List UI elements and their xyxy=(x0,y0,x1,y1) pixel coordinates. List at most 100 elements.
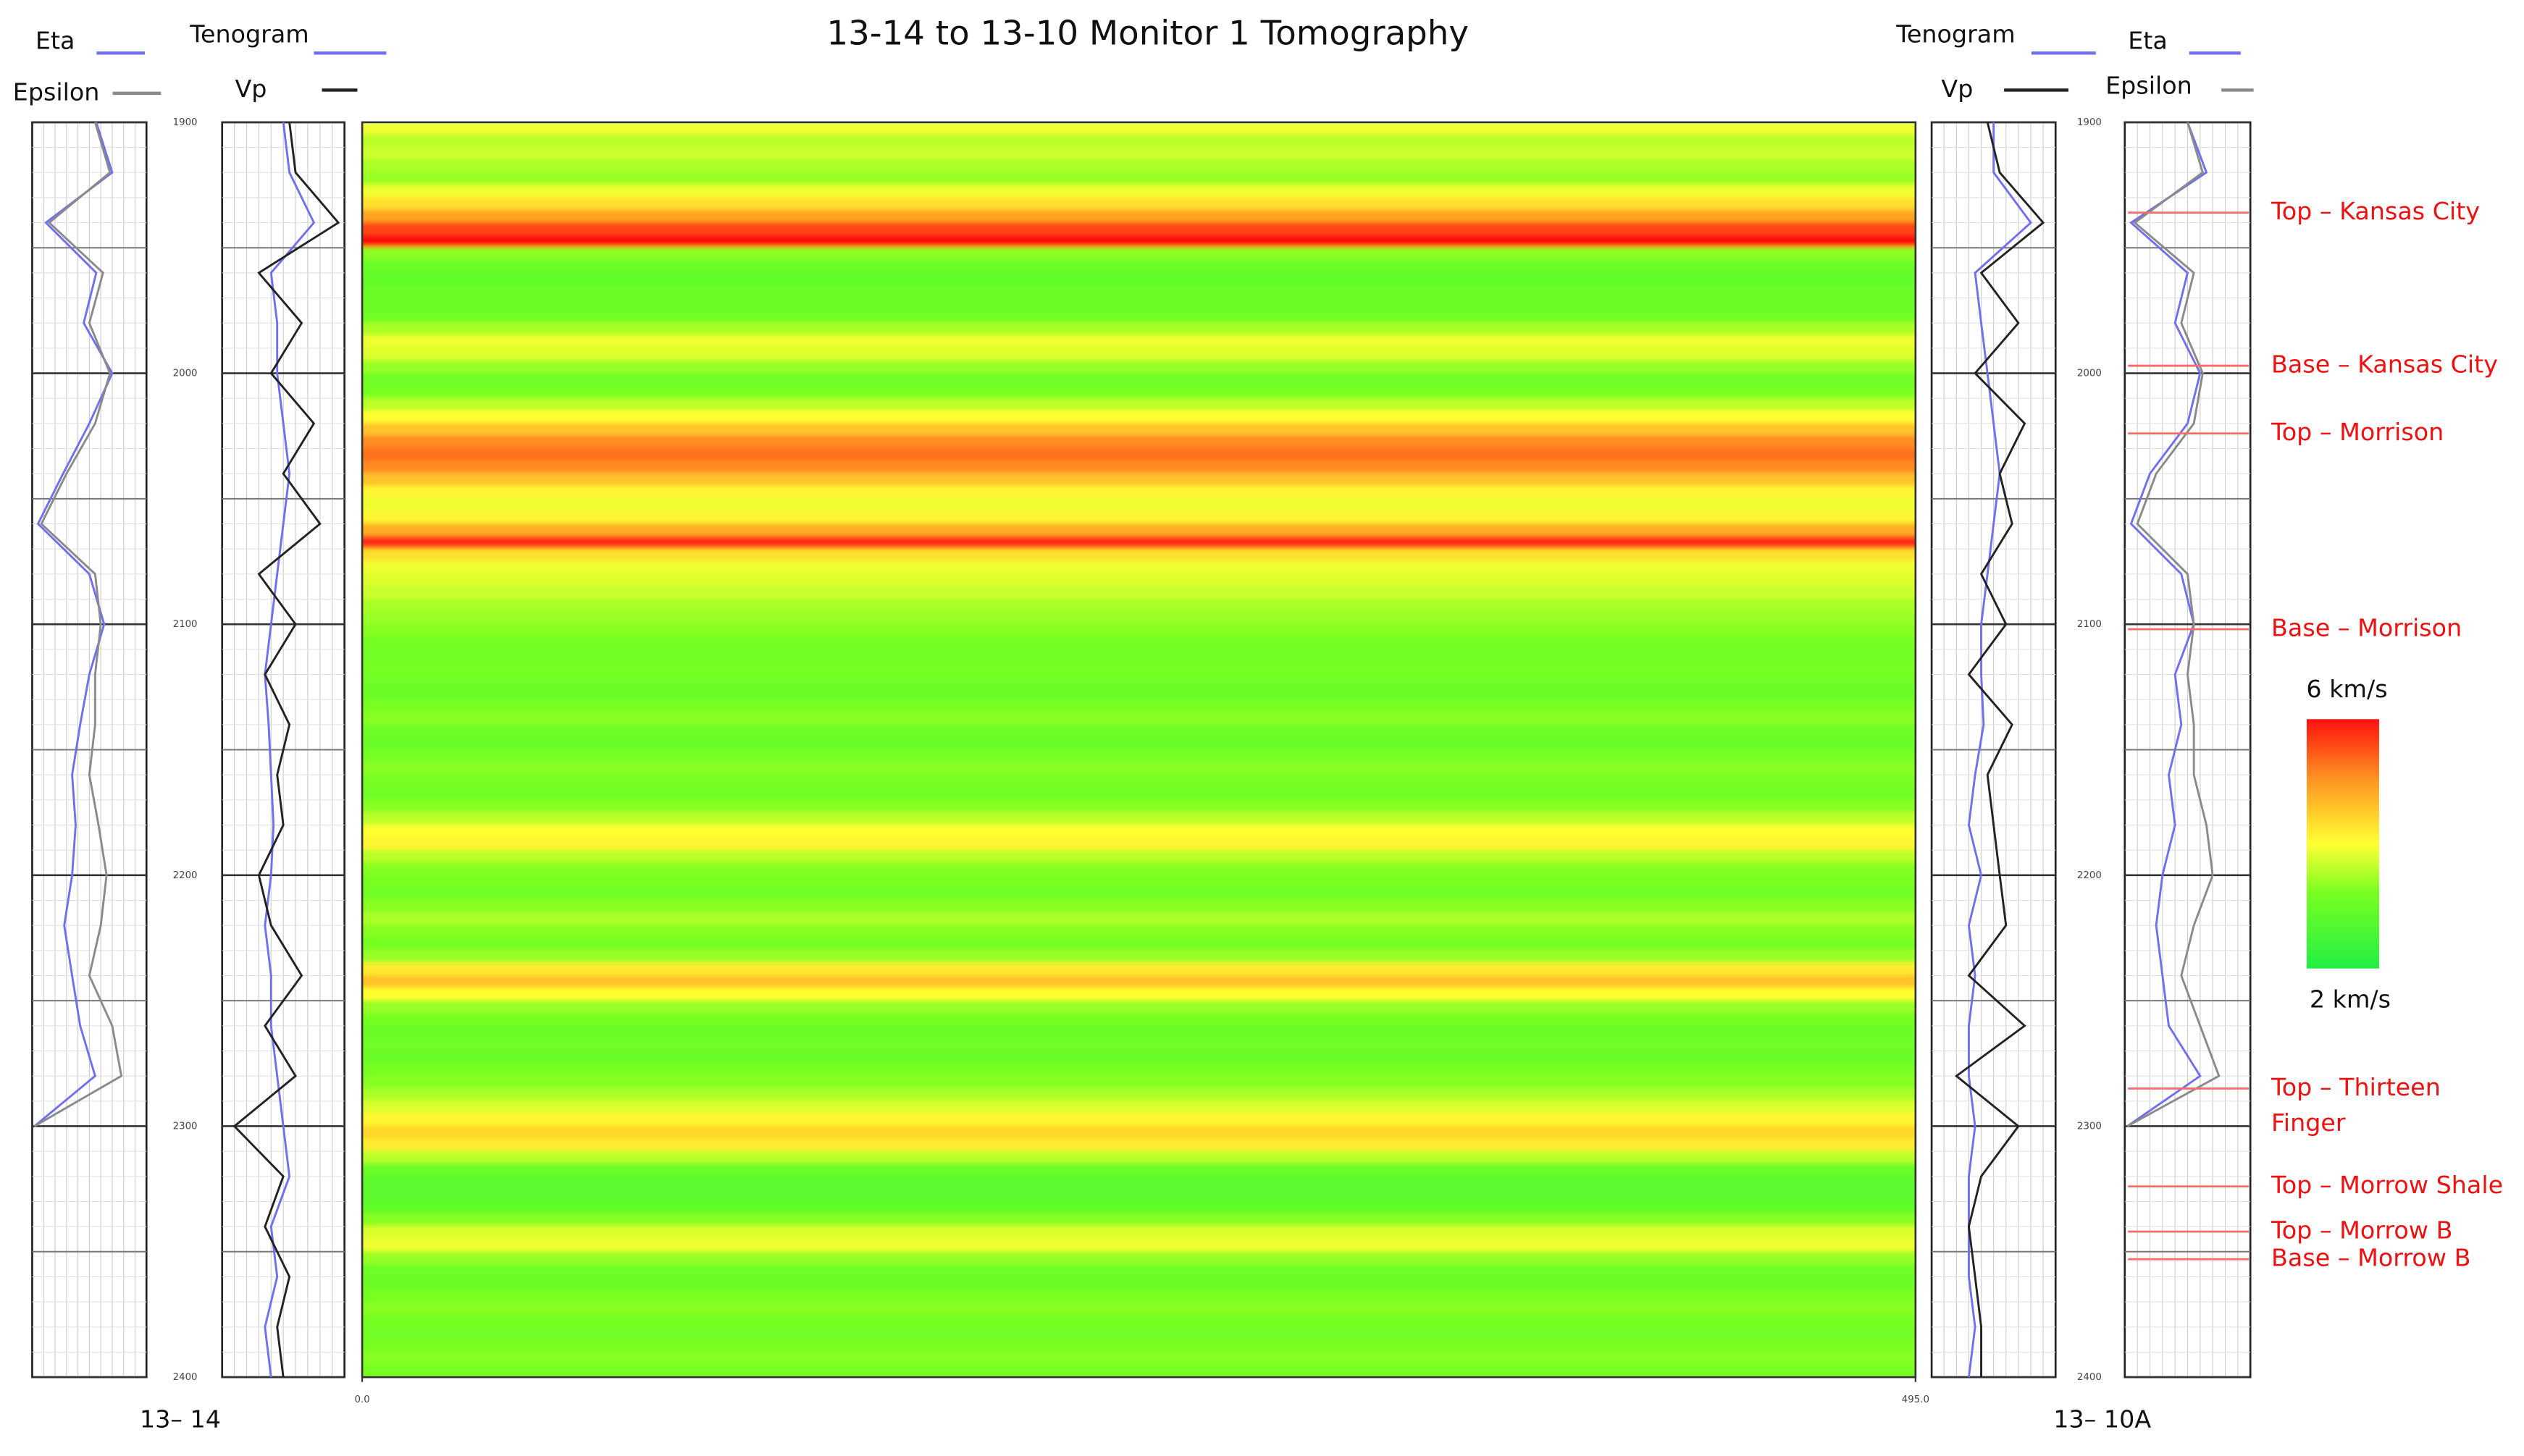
legend-label: Epsilon xyxy=(2105,71,2192,99)
velocity-band xyxy=(362,259,1916,274)
formation-label: Top – Morrison xyxy=(2271,418,2444,446)
depth-tick-label: 2300 xyxy=(2077,1121,2102,1132)
legend-label: Epsilon xyxy=(13,77,100,106)
depth-tick-label: 2400 xyxy=(173,1372,198,1383)
velocity-band xyxy=(362,1025,1916,1039)
formation-label: Base – Morrison xyxy=(2271,614,2462,642)
velocity-band xyxy=(362,1289,1916,1303)
velocity-band xyxy=(362,172,1916,186)
velocity-band xyxy=(362,962,1916,977)
velocity-band xyxy=(362,724,1916,738)
legend-label: Vp xyxy=(1941,75,1973,103)
log-curve xyxy=(1954,122,2045,1378)
velocity-band xyxy=(362,824,1916,838)
velocity-band xyxy=(362,1301,1916,1316)
velocity-band xyxy=(362,159,1916,173)
velocity-band xyxy=(362,1063,1916,1077)
velocity-band xyxy=(362,334,1916,349)
velocity-band xyxy=(362,435,1916,450)
velocity-band xyxy=(362,598,1916,613)
log-curve xyxy=(264,122,316,1378)
velocity-band xyxy=(362,1038,1916,1052)
velocity-band xyxy=(362,636,1916,650)
formation-label: Top – Kansas City xyxy=(2271,197,2480,225)
x-tick-label: 495.0 xyxy=(1902,1394,1929,1405)
velocity-band xyxy=(362,937,1916,951)
depth-tick-label: 1900 xyxy=(2077,117,2102,128)
velocity-band xyxy=(362,799,1916,813)
velocity-band xyxy=(362,1251,1916,1265)
velocity-band xyxy=(362,586,1916,600)
velocity-band xyxy=(362,510,1916,525)
velocity-band xyxy=(362,222,1916,236)
velocity-band xyxy=(362,523,1916,537)
velocity-band xyxy=(362,623,1916,638)
velocity-band xyxy=(362,699,1916,713)
depth-tick-label: 2200 xyxy=(173,870,198,881)
depth-tick-label: 2300 xyxy=(173,1121,198,1132)
velocity-band xyxy=(362,209,1916,224)
velocity-band xyxy=(362,812,1916,826)
velocity-band xyxy=(362,673,1916,688)
velocity-band xyxy=(362,887,1916,901)
colorbar-max-label: 6 km/s xyxy=(2306,675,2387,703)
velocity-band xyxy=(362,485,1916,500)
formation-label: Top – Thirteen xyxy=(2271,1073,2441,1101)
depth-tick-label: 2100 xyxy=(2077,619,2102,630)
legend-label: Eta xyxy=(2128,26,2168,54)
well-name: 13– 14 xyxy=(140,1405,221,1434)
velocity-band xyxy=(362,1000,1916,1014)
legend-label: Tenogram xyxy=(1895,20,2015,48)
depth-tick-label: 2400 xyxy=(2077,1372,2102,1383)
depth-tick-label: 2000 xyxy=(173,369,198,379)
velocity-band xyxy=(362,322,1916,337)
velocity-band xyxy=(362,134,1916,148)
velocity-band xyxy=(362,925,1916,939)
velocity-band xyxy=(362,762,1916,775)
velocity-band xyxy=(362,473,1916,487)
well-name: 13– 10A xyxy=(2053,1405,2151,1434)
velocity-band xyxy=(362,285,1916,299)
velocity-band xyxy=(362,1163,1916,1177)
velocity-band xyxy=(362,385,1916,399)
velocity-band xyxy=(362,1263,1916,1278)
velocity-band xyxy=(362,1087,1916,1102)
formation-label: Base – Morrow B xyxy=(2271,1244,2470,1272)
velocity-band xyxy=(362,1125,1916,1140)
velocity-band xyxy=(362,184,1916,198)
velocity-band xyxy=(362,862,1916,876)
velocity-band xyxy=(362,1313,1916,1328)
velocity-band xyxy=(362,498,1916,512)
velocity-band xyxy=(362,235,1916,248)
legend-label: Eta xyxy=(35,26,75,54)
formation-label: Finger xyxy=(2271,1108,2346,1137)
velocity-band xyxy=(362,536,1916,550)
velocity-band xyxy=(362,875,1916,888)
log-curve xyxy=(1967,122,2032,1378)
velocity-band xyxy=(362,372,1916,387)
velocity-band xyxy=(362,423,1916,437)
formation-label: Top – Morrow B xyxy=(2271,1216,2452,1245)
velocity-band xyxy=(362,1351,1916,1365)
velocity-band xyxy=(362,460,1916,474)
formation-label: Top – Morrow Shale xyxy=(2271,1171,2503,1199)
velocity-band xyxy=(362,912,1916,926)
velocity-band xyxy=(362,1075,1916,1090)
velocity-band xyxy=(362,749,1916,763)
legend-label: Tenogram xyxy=(189,20,309,48)
colorbar xyxy=(2306,719,2379,969)
velocity-band xyxy=(362,774,1916,788)
log-curve xyxy=(33,122,123,1127)
velocity-band xyxy=(362,1050,1916,1064)
depth-tick-label: 2100 xyxy=(173,619,198,630)
velocity-band xyxy=(362,410,1916,424)
velocity-band xyxy=(362,1176,1916,1190)
velocity-band xyxy=(362,1188,1916,1203)
velocity-band xyxy=(362,1226,1916,1240)
velocity-band xyxy=(362,1150,1916,1165)
velocity-band xyxy=(362,1326,1916,1340)
velocity-band xyxy=(362,548,1916,563)
velocity-band xyxy=(362,975,1916,989)
velocity-band xyxy=(362,988,1916,1001)
log-curve xyxy=(33,122,114,1127)
